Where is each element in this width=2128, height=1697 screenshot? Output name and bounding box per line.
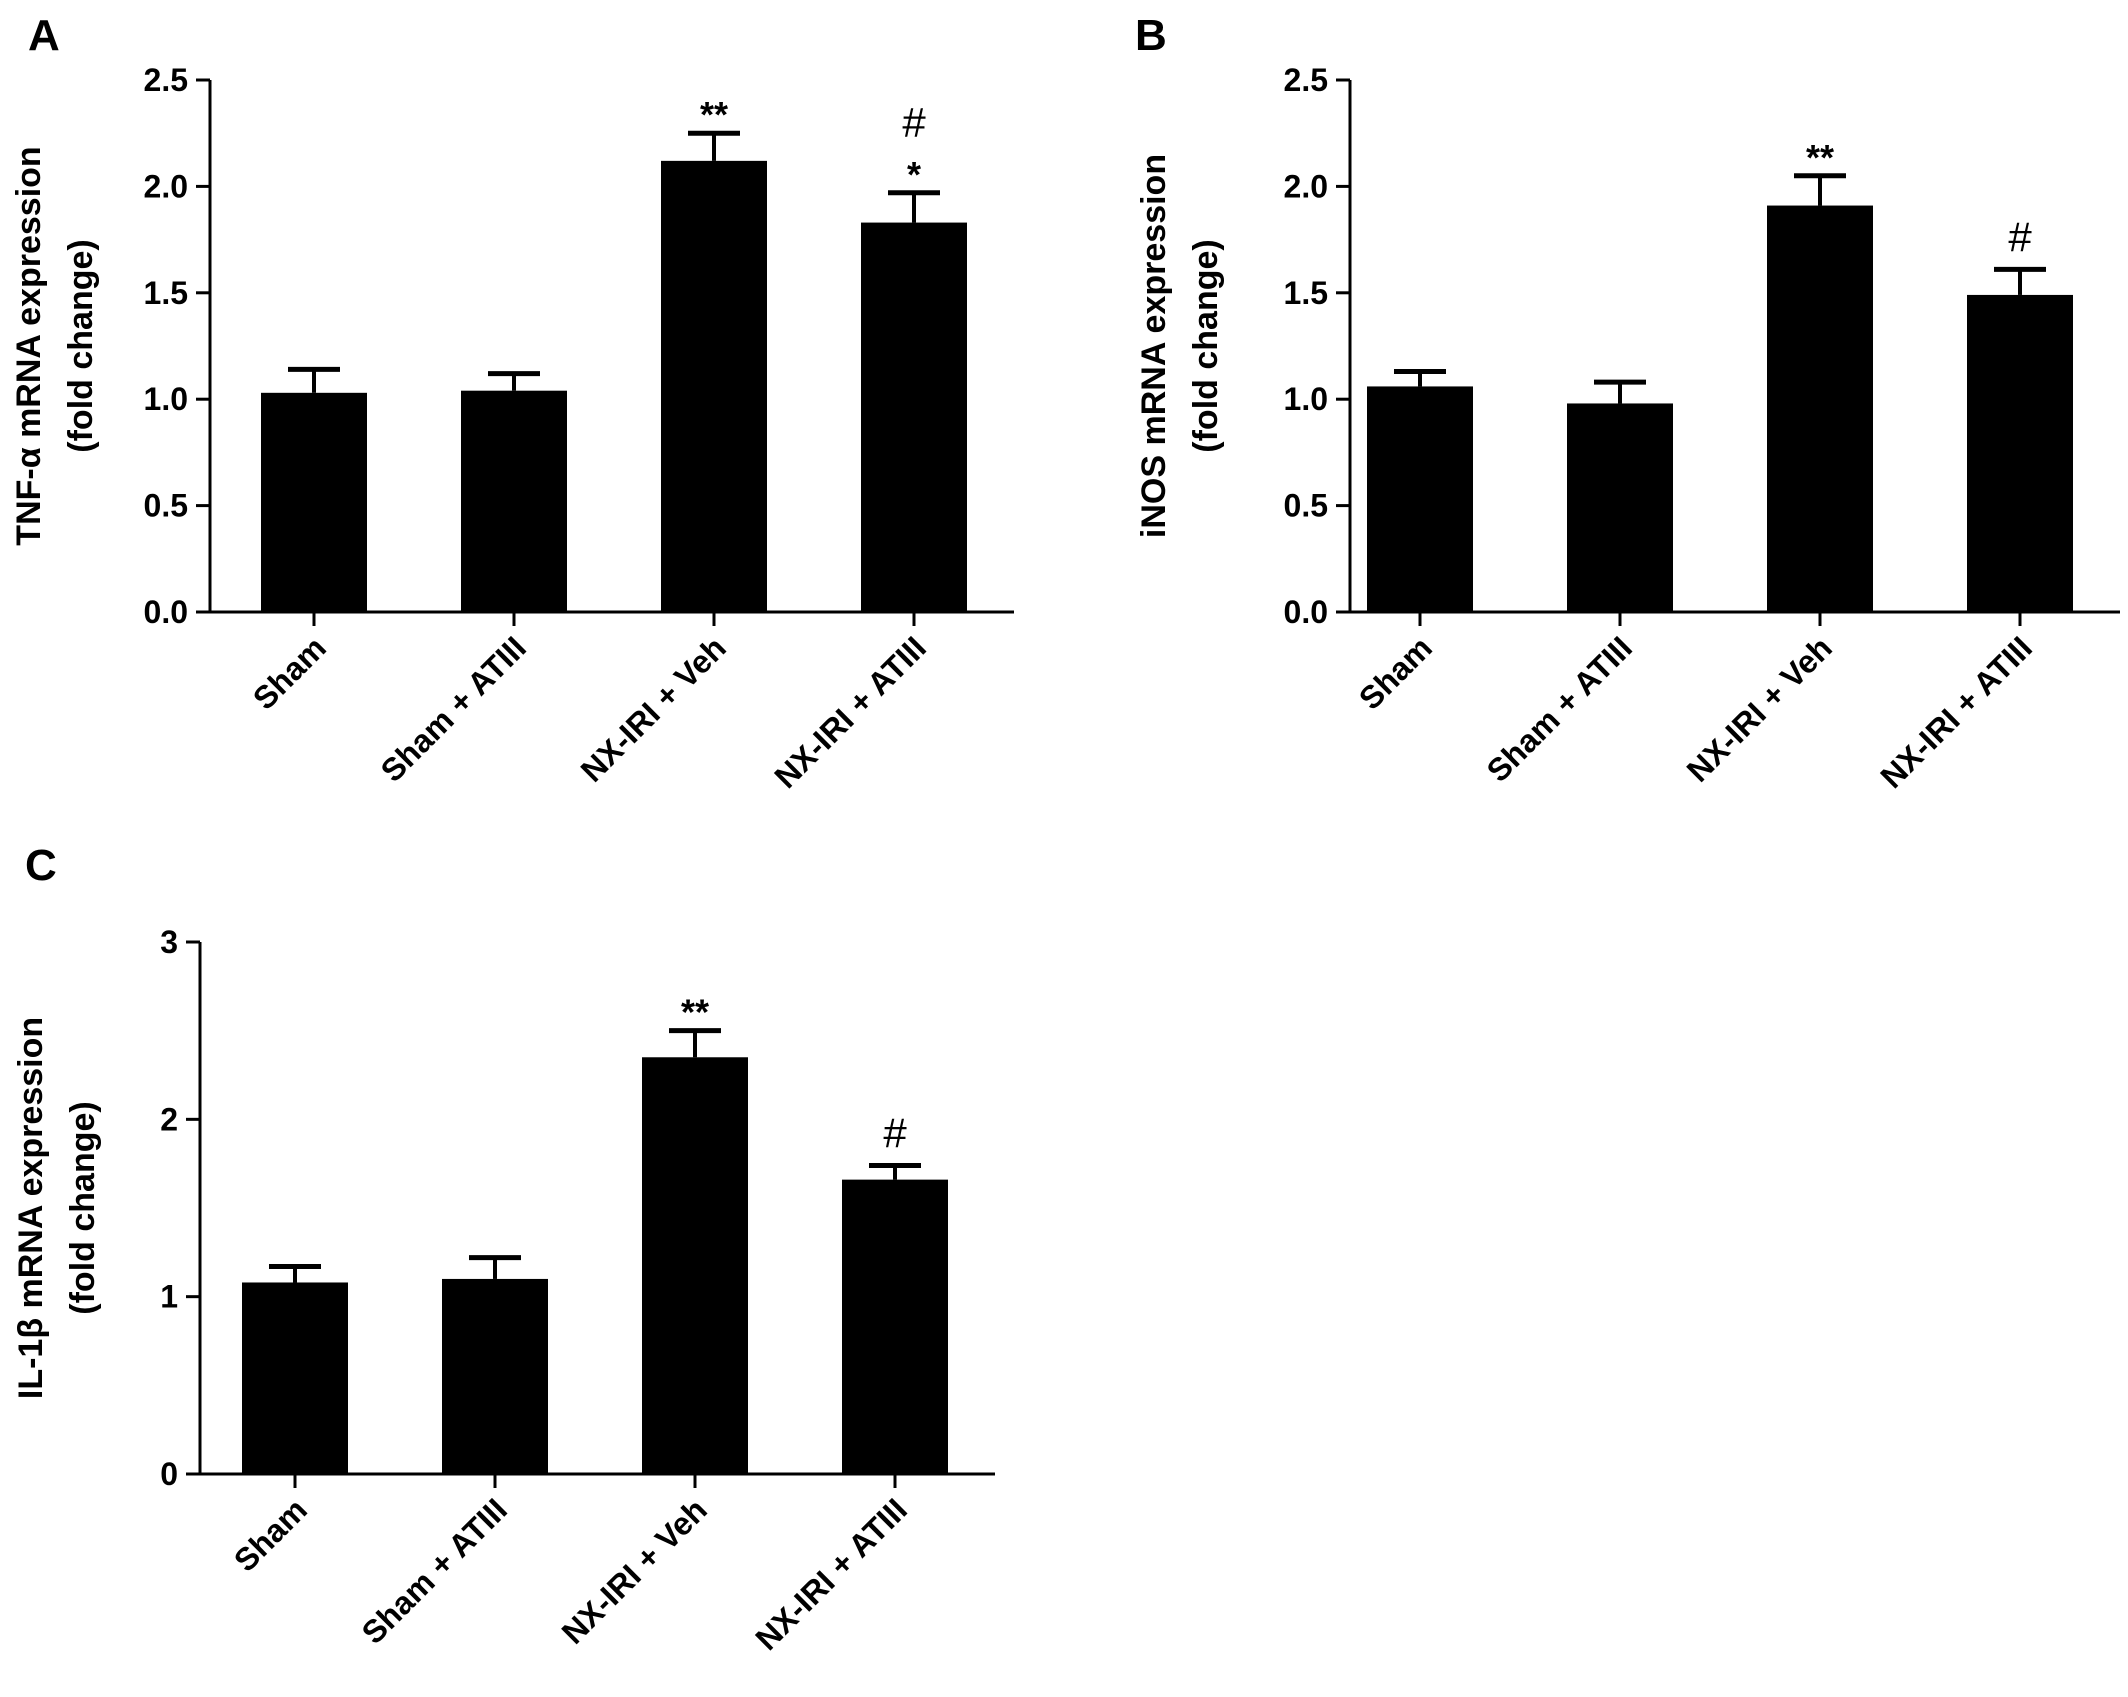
y-tick-label: 0.0: [1284, 594, 1328, 630]
y-tick-label: 2.0: [144, 168, 188, 204]
category-label: NX-IRI + ATIII: [748, 1491, 914, 1657]
bar: [261, 392, 367, 612]
y-tick-label: 2.0: [1284, 168, 1328, 204]
significance-mark: #: [2008, 213, 2032, 260]
panel-label: A: [28, 11, 60, 60]
y-tick-label: 1.0: [144, 381, 188, 417]
bar: [442, 1278, 548, 1474]
y-tick-label: 1.0: [1284, 381, 1328, 417]
y-tick-label: 2.5: [144, 62, 188, 98]
category-label: Sham: [227, 1491, 314, 1578]
y-tick-label: 1.5: [144, 275, 188, 311]
category-label: NX-IRI + ATIII: [1873, 629, 2039, 795]
bar: [842, 1179, 948, 1474]
panel-label: C: [25, 841, 57, 890]
y-axis-title-line: (fold change): [1187, 239, 1225, 452]
bar: [1367, 386, 1473, 612]
significance-mark: *: [907, 154, 921, 195]
bar: [1967, 294, 2073, 612]
category-label: NX-IRI + Veh: [574, 629, 733, 788]
y-tick-label: 0: [160, 1456, 178, 1492]
category-label: NX-IRI + ATIII: [767, 629, 933, 795]
panel-label: B: [1135, 11, 1167, 60]
bar: [642, 1057, 748, 1474]
category-label: Sham + ATIII: [1480, 629, 1639, 788]
y-axis-title-line: (fold change): [62, 239, 100, 452]
y-tick-label: 0.5: [1284, 488, 1328, 524]
chart-panel-c: C IL-1β mRNA expression (fold change) 0 1 2 3 S…: [12, 841, 995, 1657]
bar: [1767, 205, 1873, 612]
category-label: NX-IRI + Veh: [555, 1491, 714, 1650]
y-tick-label: 1.5: [1284, 275, 1328, 311]
bar: [661, 160, 767, 612]
category-label: Sham: [1352, 629, 1439, 716]
bar: [461, 390, 567, 612]
chart-panel-a: A TNF-α mRNA expression (fold change) 0.0 0.…: [10, 11, 1014, 795]
y-axis-title-line: IL-1β mRNA expression: [12, 1017, 50, 1399]
bar: [1567, 403, 1673, 612]
y-axis-title-line: (fold change): [64, 1101, 102, 1314]
y-tick-label: 2: [160, 1101, 178, 1137]
category-label: Sham + ATIII: [374, 629, 533, 788]
y-tick-label: 3: [160, 924, 178, 960]
y-tick-label: 0.0: [144, 594, 188, 630]
y-tick-label: 2.5: [1284, 62, 1328, 98]
significance-mark: **: [700, 94, 728, 135]
y-axis-title-line: iNOS mRNA expression: [1135, 154, 1173, 538]
bar: [861, 222, 967, 613]
significance-mark: **: [1806, 137, 1834, 178]
category-label: NX-IRI + Veh: [1680, 629, 1839, 788]
y-tick-label: 0.5: [144, 488, 188, 524]
bar: [242, 1282, 348, 1474]
category-label: Sham: [246, 629, 333, 716]
category-label: Sham + ATIII: [355, 1491, 514, 1650]
y-tick-label: 1: [160, 1279, 178, 1315]
significance-mark: #: [902, 99, 926, 146]
significance-mark: #: [883, 1109, 907, 1156]
y-axis-title-line: TNF-α mRNA expression: [10, 146, 48, 545]
significance-mark: **: [681, 992, 709, 1033]
